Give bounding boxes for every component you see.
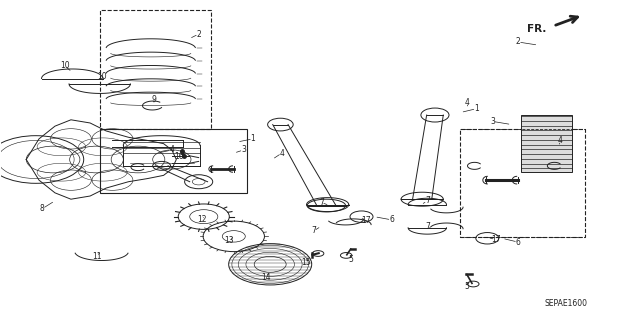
Text: 4: 4 xyxy=(465,98,469,107)
Text: 4: 4 xyxy=(557,136,563,145)
Text: 8: 8 xyxy=(40,204,45,213)
Bar xyxy=(461,129,585,237)
Text: FR.: FR. xyxy=(527,24,547,33)
Text: 6: 6 xyxy=(389,215,394,224)
Text: 7: 7 xyxy=(311,226,316,235)
Text: SEPAE1600: SEPAE1600 xyxy=(545,299,588,308)
Text: 3: 3 xyxy=(490,117,495,126)
Bar xyxy=(100,129,246,193)
Text: 7: 7 xyxy=(425,222,429,231)
Text: 4: 4 xyxy=(279,149,284,158)
Text: 15: 15 xyxy=(301,258,311,267)
Text: 1: 1 xyxy=(251,134,255,143)
Bar xyxy=(100,10,211,129)
Text: 4: 4 xyxy=(170,145,174,154)
Text: 10: 10 xyxy=(97,72,106,81)
Text: 7: 7 xyxy=(425,196,429,205)
Text: 6: 6 xyxy=(516,238,520,247)
Text: 14: 14 xyxy=(261,272,271,281)
Text: 1: 1 xyxy=(474,104,479,113)
Text: 12: 12 xyxy=(197,215,207,224)
Text: 11: 11 xyxy=(92,252,101,261)
Text: 5: 5 xyxy=(348,255,353,264)
Text: 10: 10 xyxy=(60,61,69,70)
Text: 13: 13 xyxy=(225,236,234,245)
Text: 16: 16 xyxy=(175,152,184,161)
Text: 9: 9 xyxy=(152,95,156,104)
Text: 17: 17 xyxy=(361,216,371,225)
Text: 2: 2 xyxy=(196,30,201,39)
Text: 2: 2 xyxy=(516,38,520,47)
Text: 5: 5 xyxy=(465,282,469,291)
Text: 7: 7 xyxy=(319,198,324,207)
Text: 17: 17 xyxy=(491,235,500,244)
Bar xyxy=(521,115,572,172)
Text: 3: 3 xyxy=(241,145,246,154)
